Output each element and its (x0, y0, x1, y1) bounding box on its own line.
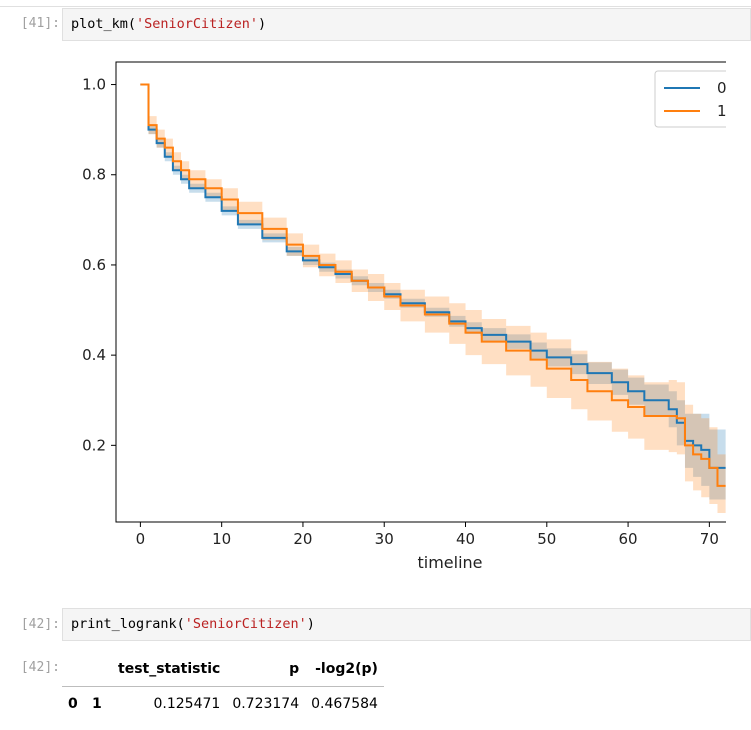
confidence-band-series-1 (140, 84, 726, 513)
column-header: test_statistic (112, 652, 227, 687)
km-survival-chart: 0 10 20 30 40 50 60 70 0.2 0.4 0.6 0.8 1.0 timeline 0 1 (82, 61, 751, 572)
code-paren: ) (257, 16, 267, 32)
code-cell-plot-km[interactable]: plot_km('SeniorCitizen') (62, 8, 751, 41)
x-tick-label: 40 (456, 530, 475, 548)
table-row: 0 1 0.125471 0.723174 0.467584 (62, 687, 384, 722)
logrank-results-table: test_statistic p -log2(p) 0 1 0.125471 0… (62, 652, 384, 721)
input-prompt-41: [41]: (20, 16, 60, 31)
row-index-level-0: 0 (68, 696, 78, 712)
x-axis-label: timeline (417, 553, 482, 572)
index-header-0 (62, 652, 86, 687)
code-paren: ) (306, 616, 315, 632)
y-tick-label: 0.2 (82, 436, 106, 454)
legend-label-series-1: 1 (717, 102, 726, 120)
y-tick-label: 0.6 (82, 256, 106, 274)
index-header-1 (86, 652, 112, 687)
survival-line-series-0 (140, 83, 726, 469)
y-tick-label: 1.0 (82, 76, 106, 94)
km-plot-output: 0 10 20 30 40 50 60 70 0.2 0.4 0.6 0.8 1.0 timeline 0 1 (66, 56, 751, 590)
code-string-arg: 'SeniorCitizen' (184, 616, 307, 632)
legend-label-series-0: 0 (717, 79, 726, 97)
table-cell: 0.723174 (232, 696, 300, 712)
input-prompt-42: [42]: (20, 617, 60, 632)
plot-area (116, 62, 750, 522)
table-cell: 0.125471 (153, 696, 221, 712)
x-tick-label: 60 (619, 530, 638, 548)
x-tick-label: 30 (375, 530, 394, 548)
survival-line-series-1 (140, 83, 726, 487)
y-tick-label: 0.8 (82, 166, 106, 184)
table-cell: 0.467584 (311, 696, 378, 712)
code-cell-print-logrank[interactable]: print_logrank('SeniorCitizen') (62, 608, 751, 641)
previous-cell-border (0, 0, 751, 7)
x-tick-label: 70 (700, 530, 719, 548)
x-tick-label: 20 (293, 530, 312, 548)
column-header: p (226, 652, 306, 687)
code-function: plot_km( (71, 16, 137, 32)
x-tick-label: 50 (537, 530, 556, 548)
y-tick-label: 0.4 (82, 346, 106, 364)
column-header: -log2(p) (305, 652, 384, 687)
row-index-level-1: 1 (92, 696, 102, 712)
x-tick-label: 0 (136, 530, 146, 548)
code-string-arg: 'SeniorCitizen' (136, 16, 258, 32)
x-tick-label: 10 (212, 530, 231, 548)
table-header-row: test_statistic p -log2(p) (62, 652, 384, 687)
output-prompt-42: [42]: (20, 660, 60, 675)
code-function: print_logrank( (71, 616, 185, 632)
legend-box (654, 70, 742, 128)
